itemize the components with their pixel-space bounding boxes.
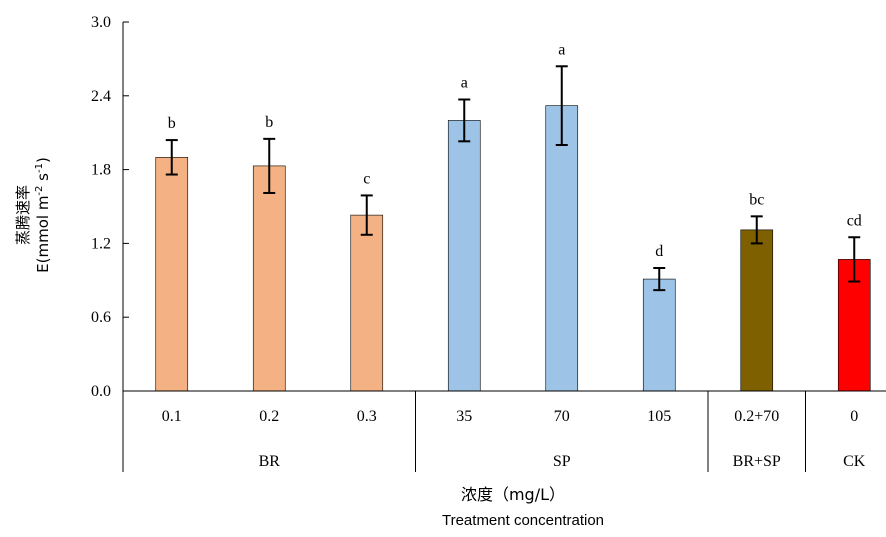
error-bar [653, 267, 666, 292]
significance-label: a [461, 74, 468, 91]
bar [350, 214, 384, 392]
x-tick-label: 35 [456, 408, 472, 425]
x-axis: 0.1 0.2 0.3 35 70 105 0.2+70 0 BR SP BR+SP CK [122, 390, 886, 472]
bar [155, 157, 189, 392]
group-label: CK [843, 453, 866, 470]
x-tick-label: 0.3 [357, 408, 377, 425]
bar [447, 120, 481, 392]
significance-label: a [558, 41, 565, 58]
error-bar [263, 137, 276, 194]
error-bar [360, 194, 373, 236]
bar [740, 229, 774, 392]
significance-label: c [363, 170, 370, 187]
error-bar [750, 215, 763, 245]
x-tick-label: 0.2+70 [734, 408, 779, 425]
error-bar [848, 236, 861, 283]
error-bar [555, 65, 568, 146]
bar [252, 165, 286, 392]
group-label: SP [553, 453, 571, 470]
significance-label: cd [847, 212, 862, 229]
significance-label: bc [749, 191, 764, 208]
x-tick-label: 0.2 [259, 408, 279, 425]
group-label: BR+SP [733, 453, 781, 470]
y-axis-title-en-base: E(mmol m [34, 196, 52, 273]
y-axis-title-en-sup2: -1 [34, 163, 45, 173]
x-tick-label: 70 [554, 408, 570, 425]
bar [545, 105, 579, 392]
error-bar [458, 98, 471, 143]
significance-label: b [168, 115, 176, 132]
y-tick-label: 1.8 [91, 162, 111, 179]
group-label: BR [259, 453, 281, 470]
error-bar [165, 139, 178, 176]
y-axis: 0.0 0.6 1.2 1.8 2.4 3.0 [91, 14, 129, 400]
x-axis-title-en: Treatment concentration [442, 512, 604, 529]
y-tick-label: 0.6 [91, 309, 111, 326]
y-axis-title-en-end: ) [34, 157, 52, 163]
y-tick-label: 1.2 [91, 235, 111, 252]
x-tick-label: 0 [850, 408, 858, 425]
y-tick-label: 2.4 [91, 88, 111, 105]
y-tick-label: 3.0 [91, 14, 111, 31]
significance-label: b [265, 114, 273, 131]
y-axis-title-en-mid: s [34, 173, 52, 186]
x-tick-label: 105 [647, 408, 671, 425]
y-axis-title-cn: 蒸腾速率 [14, 185, 32, 245]
y-axis-title-en-sup1: -2 [34, 186, 45, 196]
x-axis-title-cn: 浓度（mg/L） [461, 485, 565, 504]
y-axis-title-en: E(mmol m-2 s-1) [34, 157, 52, 273]
bar [642, 278, 676, 392]
x-tick-label: 0.1 [162, 408, 182, 425]
y-tick-label: 0.0 [91, 383, 111, 400]
significance-label: d [655, 243, 663, 260]
y-axis-title-group: 蒸腾速率 E(mmol m-2 s-1) [14, 157, 52, 273]
